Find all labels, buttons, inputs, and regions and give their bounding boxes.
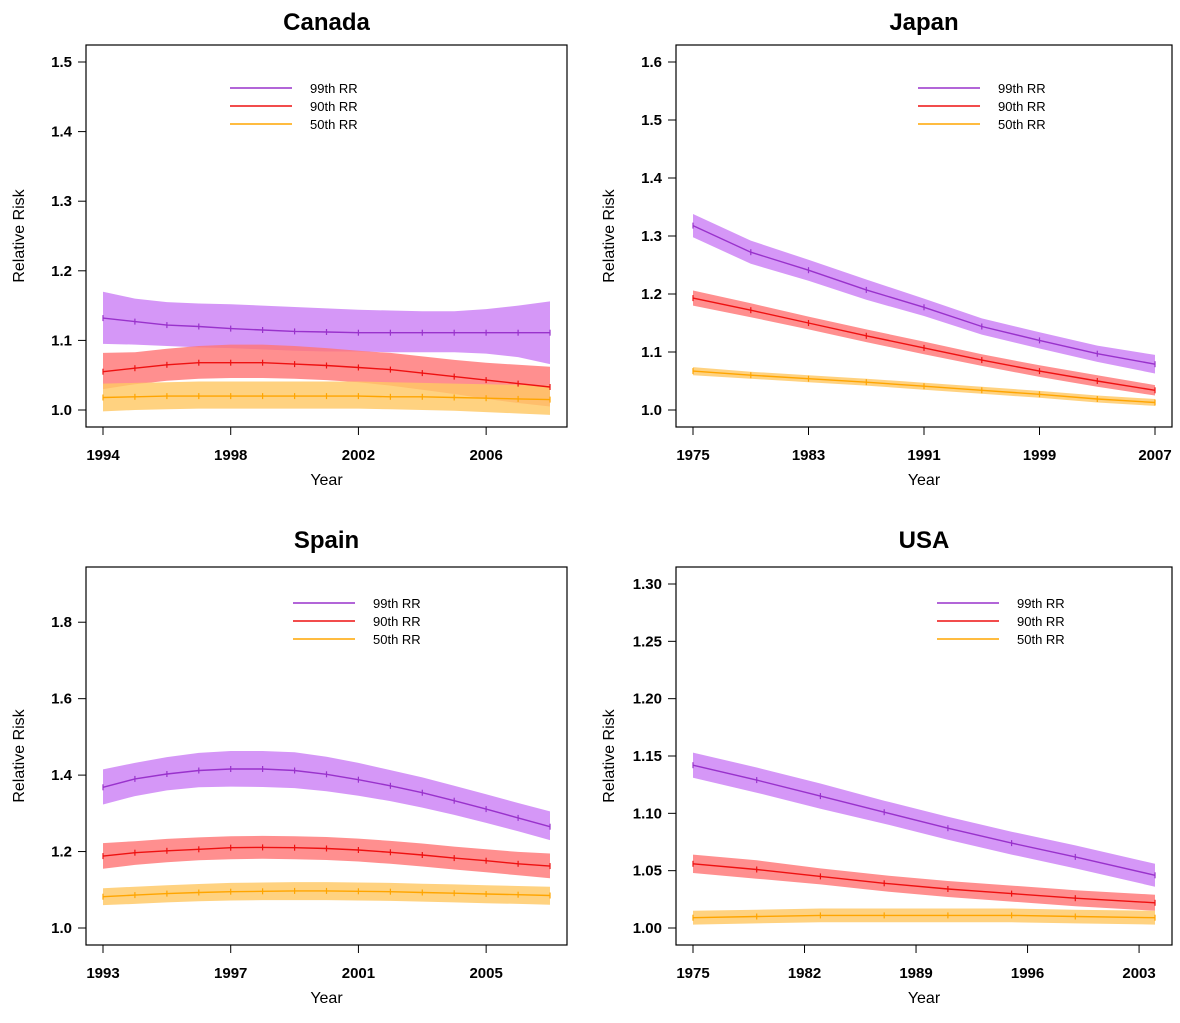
confidence-band-90th-rr — [103, 835, 550, 879]
legend-label: 50th RR — [373, 632, 421, 647]
legend: 99th RR 90th RR 50th RR — [937, 596, 1065, 647]
panel-title: Spain — [294, 527, 359, 554]
plot-frame — [85, 44, 568, 428]
x-tick-label: 2001 — [342, 965, 375, 982]
legend-label: 90th RR — [373, 614, 421, 629]
y-tick-label: 1.1 — [641, 344, 662, 361]
y-axis-label: Relative Risk — [601, 188, 618, 282]
y-tick-label: 1.0 — [51, 402, 72, 419]
y-tick-label: 1.3 — [51, 193, 72, 210]
legend-label: 99th RR — [998, 81, 1046, 96]
confidence-band-99th-rr — [103, 751, 550, 841]
legend-label: 90th RR — [310, 99, 358, 114]
y-tick-label: 1.15 — [633, 748, 662, 765]
y-axis-label: Relative Risk — [11, 708, 28, 802]
x-tick-label: 1991 — [907, 447, 940, 464]
x-tick-label: 1998 — [214, 447, 247, 464]
y-tick-label: 1.2 — [51, 263, 72, 280]
y-tick-label: 1.6 — [51, 691, 72, 708]
legend-label: 90th RR — [1017, 614, 1065, 629]
legend-label: 50th RR — [310, 117, 358, 132]
confidence-band-99th-rr — [693, 214, 1155, 374]
plot-frame — [85, 566, 568, 946]
y-tick-label: 1.10 — [633, 805, 662, 822]
x-axis-label: Year — [310, 990, 343, 1007]
x-tick-label: 1997 — [214, 965, 247, 982]
y-tick-label: 1.05 — [633, 863, 662, 880]
panel-spain: Spain 1.0 1.2 1.4 1.6 1.8 1993 1997 2001 2005 Year… — [11, 527, 568, 1007]
x-tick-label: 2003 — [1122, 965, 1155, 982]
y-tick-label: 1.3 — [641, 228, 662, 245]
series-line-90th-rr — [692, 863, 1156, 904]
x-tick-label: 1975 — [676, 447, 709, 464]
x-tick-label: 2005 — [469, 965, 502, 982]
y-tick-label: 1.00 — [633, 920, 662, 937]
legend: 99th RR 90th RR 50th RR — [230, 81, 358, 132]
series-line-50th-rr — [692, 914, 1156, 919]
y-tick-label: 1.8 — [51, 614, 72, 631]
y-tick-label: 1.0 — [51, 920, 72, 937]
x-tick-label: 2002 — [342, 447, 375, 464]
legend-label: 99th RR — [1017, 596, 1065, 611]
x-axis-label: Year — [908, 990, 941, 1007]
y-tick-label: 1.2 — [51, 844, 72, 861]
y-tick-label: 1.4 — [641, 170, 663, 187]
y-tick-label: 1.4 — [51, 767, 73, 784]
confidence-band-99th-rr — [693, 752, 1155, 887]
legend-label: 99th RR — [373, 596, 421, 611]
y-axis-label: Relative Risk — [601, 708, 618, 802]
x-tick-label: 1983 — [792, 447, 825, 464]
x-tick-label: 1989 — [899, 965, 932, 982]
y-tick-label: 1.0 — [641, 402, 662, 419]
x-tick-label: 1975 — [676, 965, 709, 982]
x-tick-label: 1994 — [86, 447, 120, 464]
y-tick-label: 1.5 — [641, 112, 662, 129]
y-axis-label: Relative Risk — [11, 188, 28, 282]
x-axis-label: Year — [310, 472, 343, 489]
panel-title: Japan — [889, 9, 958, 36]
panel-title: Canada — [283, 9, 370, 36]
panel-japan: Japan 1.0 1.1 1.2 1.3 1.4 1.5 1.6 1975 1983 1991 19… — [601, 9, 1173, 489]
x-axis-label: Year — [908, 472, 941, 489]
y-tick-label: 1.30 — [633, 576, 662, 593]
x-tick-label: 1996 — [1011, 965, 1044, 982]
series-line-99th-rr — [692, 764, 1156, 876]
panel-canada: Canada 1.0 1.1 1.2 1.3 1.4 1.5 1994 1998 2002 2006… — [11, 9, 568, 489]
confidence-band-50th-rr — [693, 908, 1155, 925]
y-tick-label: 1.2 — [641, 286, 662, 303]
x-tick-label: 1999 — [1023, 447, 1056, 464]
legend: 99th RR 90th RR 50th RR — [918, 81, 1046, 132]
x-tick-label: 1982 — [788, 965, 821, 982]
y-tick-label: 1.20 — [633, 691, 662, 708]
plot-frame — [675, 44, 1173, 428]
legend-label: 99th RR — [310, 81, 358, 96]
legend: 99th RR 90th RR 50th RR — [293, 596, 421, 647]
panel-title: USA — [899, 527, 950, 554]
y-tick-label: 1.6 — [641, 54, 662, 71]
legend-label: 50th RR — [1017, 632, 1065, 647]
confidence-band-90th-rr — [693, 854, 1155, 911]
y-tick-label: 1.4 — [51, 124, 73, 141]
legend-label: 90th RR — [998, 99, 1046, 114]
panel-usa: USA 1.00 1.05 1.10 1.15 1.20 1.25 1.30 1975 1982 1… — [601, 527, 1173, 1007]
x-tick-label: 1993 — [86, 965, 119, 982]
legend-label: 50th RR — [998, 117, 1046, 132]
x-tick-label: 2006 — [469, 447, 502, 464]
y-tick-label: 1.5 — [51, 54, 72, 71]
y-tick-label: 1.1 — [51, 332, 72, 349]
x-tick-label: 2007 — [1138, 447, 1171, 464]
y-tick-label: 1.25 — [633, 633, 662, 650]
